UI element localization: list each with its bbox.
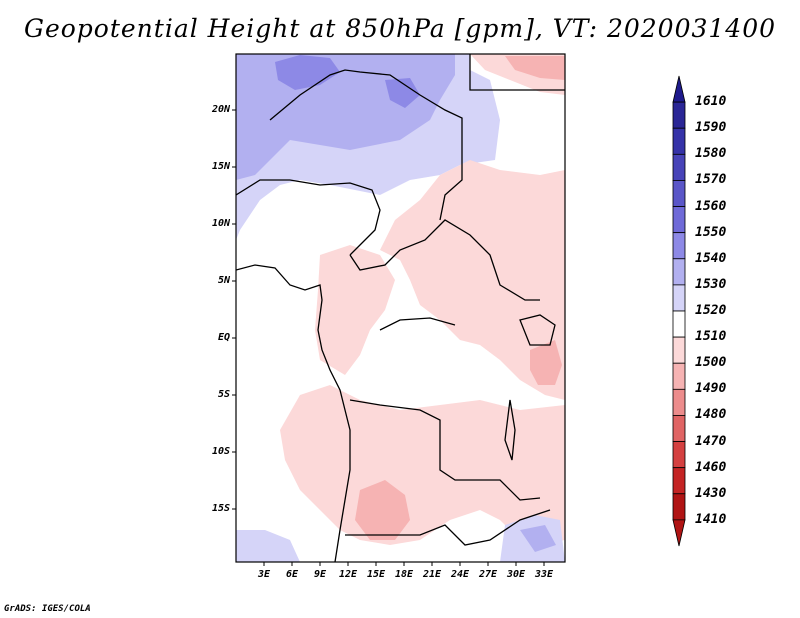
river-congo bbox=[379, 317, 456, 331]
colorbar-segment bbox=[672, 180, 686, 207]
colorbar-label: 1560 bbox=[695, 198, 727, 214]
colorbar-segment bbox=[672, 232, 686, 260]
colorbar-segment bbox=[672, 101, 686, 129]
field-1540-region-north bbox=[275, 55, 340, 90]
y-tick-label: 10N bbox=[211, 218, 230, 229]
field-1500-region-west bbox=[315, 245, 395, 375]
colorbar-bottom-arrow bbox=[672, 519, 686, 547]
y-tick-label: 10S bbox=[211, 446, 230, 457]
colorbar-label: 1530 bbox=[695, 276, 727, 292]
x-tick-label: 21E bbox=[422, 569, 442, 580]
colorbar-segment bbox=[672, 310, 686, 338]
map-frame bbox=[235, 53, 566, 563]
colorbar-label: 1510 bbox=[695, 329, 727, 345]
lake-victoria bbox=[519, 314, 556, 346]
border-south bbox=[345, 509, 551, 546]
colorbar-label: 1460 bbox=[695, 459, 727, 475]
x-tick-label: 27E bbox=[478, 569, 498, 580]
y-tick-label: EQ bbox=[217, 332, 230, 343]
colorbar-segment bbox=[672, 467, 686, 495]
y-tick-label: 15S bbox=[211, 503, 230, 514]
colorbar-segment bbox=[672, 153, 686, 181]
coastline bbox=[236, 264, 351, 562]
colorbar-top-arrow bbox=[672, 75, 686, 103]
x-tick-label: 24E bbox=[450, 569, 470, 580]
x-tick-label: 3E bbox=[257, 569, 271, 580]
colorbar-segment bbox=[672, 493, 686, 521]
colorbar-segment bbox=[672, 388, 686, 416]
x-tick-label: 12E bbox=[338, 569, 358, 580]
colorbar-label: 1410 bbox=[695, 511, 727, 527]
colorbar-label: 1500 bbox=[695, 355, 727, 371]
colorbar-label: 1430 bbox=[695, 485, 727, 501]
x-tick-label: 33E bbox=[534, 569, 554, 580]
colorbar-segment bbox=[672, 284, 686, 312]
colorbar-segment bbox=[672, 441, 686, 469]
colorbar-label: 1520 bbox=[695, 303, 727, 318]
colorbar-segment bbox=[672, 336, 686, 364]
y-tick-label: 5N bbox=[217, 275, 230, 286]
field-1490-region-east bbox=[530, 340, 562, 385]
x-tick-label: 9E bbox=[313, 569, 327, 580]
y-tick-label: 5S bbox=[217, 389, 230, 400]
x-tick-label: 6E bbox=[285, 569, 299, 580]
colorbar-label: 1550 bbox=[695, 224, 727, 240]
colorbar-segment bbox=[672, 127, 686, 155]
border-north bbox=[269, 69, 463, 221]
field-1500-region-central bbox=[380, 160, 565, 400]
map-title: Geopotential Height at 850hPa [gpm], VT:… bbox=[23, 14, 777, 43]
colorbar-label: 1580 bbox=[695, 146, 727, 162]
field-1500-region-south bbox=[280, 385, 565, 545]
height-field bbox=[236, 54, 565, 562]
x-tick-label: 15E bbox=[366, 569, 386, 580]
field-1490-region-ne bbox=[505, 56, 565, 80]
colorbar bbox=[672, 75, 686, 547]
colorbar-label: 1610 bbox=[695, 94, 727, 110]
colorbar-segment bbox=[672, 258, 686, 286]
colorbar-label: 1590 bbox=[695, 120, 727, 136]
coastlines-borders bbox=[236, 54, 565, 562]
colorbar-segment bbox=[672, 206, 686, 234]
border-central bbox=[349, 219, 540, 301]
border-east bbox=[469, 54, 565, 91]
field-1540-region-north2 bbox=[385, 78, 420, 108]
colorbar-label: 1480 bbox=[695, 407, 727, 423]
colorbar-label: 1470 bbox=[695, 433, 727, 449]
grads-credit: GrADS: IGES/COLA bbox=[4, 604, 91, 614]
border-sahel bbox=[236, 179, 381, 256]
field-1520-region-sw bbox=[236, 530, 300, 562]
field-1490-region-south bbox=[355, 480, 410, 540]
axis-ticks bbox=[232, 109, 545, 566]
colorbar-segment bbox=[672, 415, 686, 442]
colorbar-segment bbox=[672, 362, 686, 390]
x-tick-label: 18E bbox=[394, 569, 414, 580]
colorbar-label: 1490 bbox=[695, 381, 727, 397]
border-congo bbox=[349, 399, 541, 501]
colorbar-label: 1540 bbox=[695, 250, 727, 266]
y-tick-label: 20N bbox=[211, 104, 230, 115]
y-tick-label: 15N bbox=[211, 161, 230, 172]
colorbar-label: 1570 bbox=[695, 172, 727, 188]
field-1530-region-se bbox=[520, 525, 556, 552]
lake-tanganyika bbox=[504, 399, 516, 461]
x-tick-label: 30E bbox=[506, 569, 526, 580]
